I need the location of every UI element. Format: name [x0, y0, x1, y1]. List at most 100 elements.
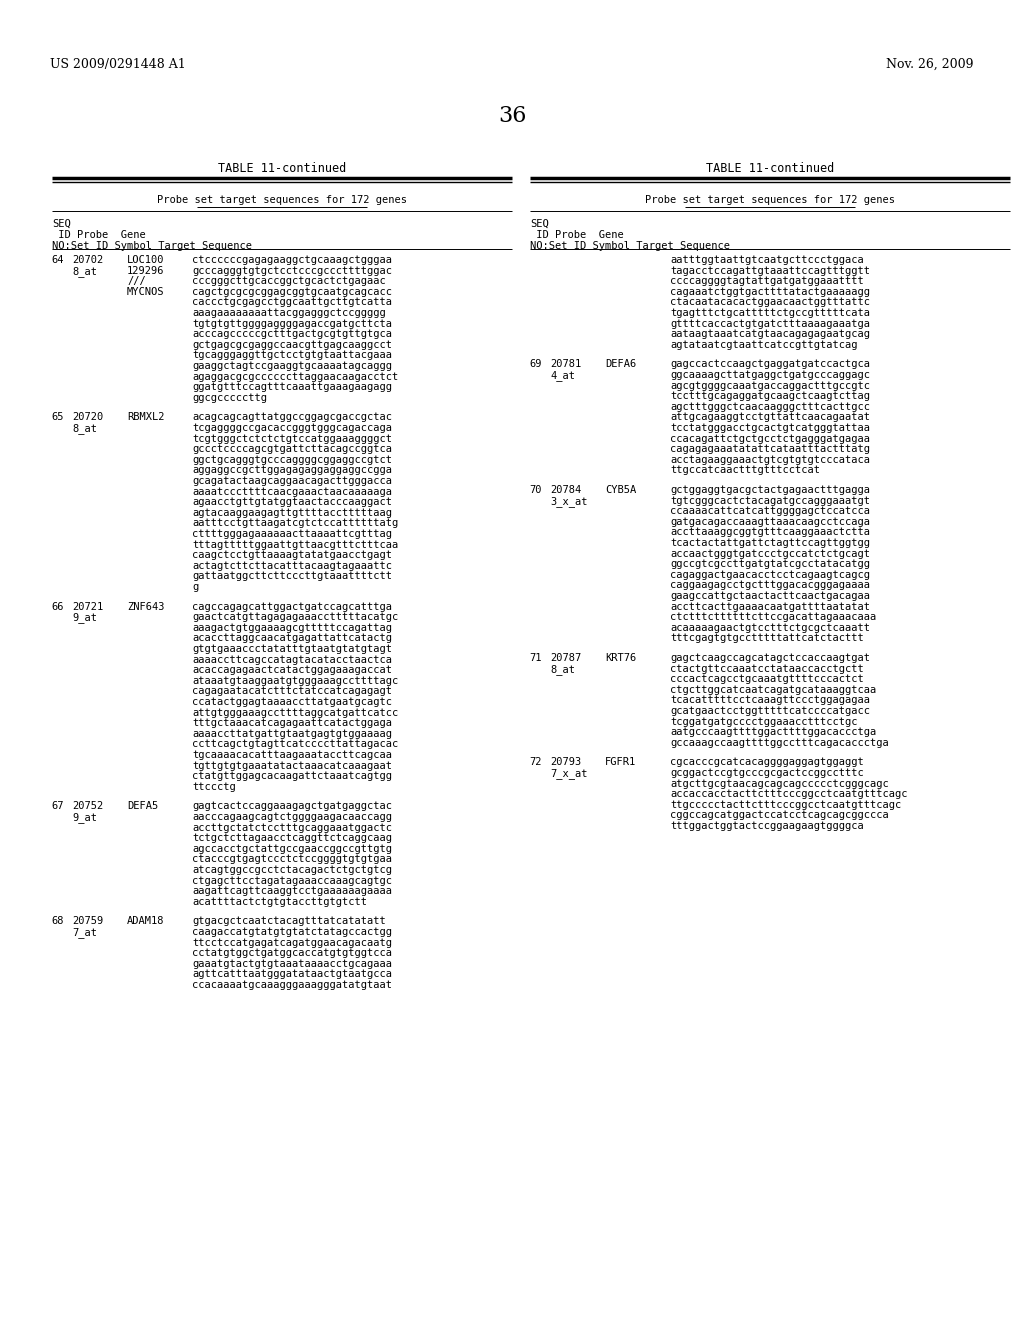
Text: cagagagaaatatattcataatttactttatg: cagagagaaatatattcataatttactttatg — [670, 445, 870, 454]
Text: aatttcctgttaagatcgtctccattttttatg: aatttcctgttaagatcgtctccattttttatg — [193, 519, 398, 528]
Text: cccgggcttgcaccggctgcactctgagaac: cccgggcttgcaccggctgcactctgagaac — [193, 276, 386, 286]
Text: accttgctatctcctttgcaggaaatggactc: accttgctatctcctttgcaggaaatggactc — [193, 822, 392, 833]
Text: gaaatgtactgtgtaaataaaacctgcagaaa: gaaatgtactgtgtaaataaaacctgcagaaa — [193, 958, 392, 969]
Text: actagtcttcttacatttacaagtagaaattc: actagtcttcttacatttacaagtagaaattc — [193, 561, 392, 570]
Text: 71: 71 — [529, 653, 542, 663]
Text: ccacagattctgctgcctctgagggatgagaa: ccacagattctgctgcctctgagggatgagaa — [670, 433, 870, 444]
Text: TABLE 11-continued: TABLE 11-continued — [706, 162, 835, 176]
Text: US 2009/0291448 A1: US 2009/0291448 A1 — [50, 58, 185, 71]
Text: tcactactattgattctagttccagttggtgg: tcactactattgattctagttccagttggtgg — [670, 539, 870, 548]
Text: agctttgggctcaacaagggctttcacttgcc: agctttgggctcaacaagggctttcacttgcc — [670, 401, 870, 412]
Text: agccacctgctattgccgaaccggccgttgtg: agccacctgctattgccgaaccggccgttgtg — [193, 843, 392, 854]
Text: NO:Set ID Symbol Target Sequence: NO:Set ID Symbol Target Sequence — [530, 242, 730, 251]
Text: ttccctg: ttccctg — [193, 781, 236, 792]
Text: caggaagagcctgctttggacacgggagaaaa: caggaagagcctgctttggacacgggagaaaa — [670, 581, 870, 590]
Text: gattaatggcttcttcccttgtaaattttctt: gattaatggcttcttcccttgtaaattttctt — [193, 572, 392, 581]
Text: aaaatcccttttcaacgaaactaacaaaaaga: aaaatcccttttcaacgaaactaacaaaaaga — [193, 487, 392, 496]
Text: cagagaatacatctttctatccatcagagagt: cagagaatacatctttctatccatcagagagt — [193, 686, 392, 697]
Text: 20787: 20787 — [550, 653, 582, 663]
Text: 4_at: 4_at — [550, 370, 575, 381]
Text: LOC100: LOC100 — [127, 255, 165, 265]
Text: ctacaatacacactggaacaactggtttattc: ctacaatacacactggaacaactggtttattc — [670, 297, 870, 308]
Text: 67: 67 — [51, 801, 63, 812]
Text: cagctgcgcgcggagcggtgcaatgcagcacc: cagctgcgcgcggagcggtgcaatgcagcacc — [193, 286, 392, 297]
Text: g: g — [193, 582, 199, 591]
Text: SEQ: SEQ — [530, 219, 549, 228]
Text: ggcaaaagcttatgaggctgatgcccaggagc: ggcaaaagcttatgaggctgatgcccaggagc — [670, 370, 870, 380]
Text: tttggactggtactccggaagaagtggggca: tttggactggtactccggaagaagtggggca — [670, 821, 864, 832]
Text: tcacatttttcctcaaagttccctggagagaa: tcacatttttcctcaaagttccctggagagaa — [670, 696, 870, 705]
Text: acccagcccccgctttgactgcgtgttgtgca: acccagcccccgctttgactgcgtgttgtgca — [193, 329, 392, 339]
Text: gcatgaactcctggtttttcatccccatgacc: gcatgaactcctggtttttcatccccatgacc — [670, 706, 870, 715]
Text: acagcagcagttatggccggagcgaccgctac: acagcagcagttatggccggagcgaccgctac — [193, 412, 392, 422]
Text: TABLE 11-continued: TABLE 11-continued — [218, 162, 346, 176]
Text: aagattcagttcaaggtcctgaaaaaagaaaa: aagattcagttcaaggtcctgaaaaaagaaaa — [193, 886, 392, 896]
Text: ccacaaaatgcaaagggaaagggatatgtaat: ccacaaaatgcaaagggaaagggatatgtaat — [193, 979, 392, 990]
Text: 36: 36 — [498, 106, 526, 127]
Text: agaggacgcgccccccttaggaacaagacctct: agaggacgcgccccccttaggaacaagacctct — [193, 372, 398, 381]
Text: ctctttcttttttcttccgacattagaaacaaa: ctctttcttttttcttccgacattagaaacaaa — [670, 612, 877, 622]
Text: ccttcagctgtagttcatccccttattagacac: ccttcagctgtagttcatccccttattagacac — [193, 739, 398, 750]
Text: aataagtaaatcatgtaacagagagaatgcag: aataagtaaatcatgtaacagagagaatgcag — [670, 329, 870, 339]
Text: 20720: 20720 — [72, 412, 103, 422]
Text: ccccaggggtagtattgatgatggaaatttt: ccccaggggtagtattgatgatggaaatttt — [670, 276, 864, 286]
Text: gcagatactaagcaggaacagacttgggacca: gcagatactaagcaggaacagacttgggacca — [193, 477, 392, 486]
Text: 20784: 20784 — [550, 484, 582, 495]
Text: ccaaaacattcatcattggggagctccatcca: ccaaaacattcatcattggggagctccatcca — [670, 506, 870, 516]
Text: attgcagaaggtcctgttattcaacagaatat: attgcagaaggtcctgttattcaacagaatat — [670, 412, 870, 422]
Text: ttgccccctacttctttcccggcctcaatgtttcagc: ttgccccctacttctttcccggcctcaatgtttcagc — [670, 800, 901, 809]
Text: Probe set target sequences for 172 genes: Probe set target sequences for 172 genes — [645, 195, 895, 205]
Text: 9_at: 9_at — [72, 812, 97, 822]
Text: tgttgtgtgaaatatactaaacatcaaagaat: tgttgtgtgaaatatactaaacatcaaagaat — [193, 760, 392, 771]
Text: gatgacagaccaaagttaaacaagcctccaga: gatgacagaccaaagttaaacaagcctccaga — [670, 517, 870, 527]
Text: acctagaaggaaactgtcgtgtgtcccataca: acctagaaggaaactgtcgtgtgtcccataca — [670, 455, 870, 465]
Text: ctatgttggagcacaagattctaaatcagtgg: ctatgttggagcacaagattctaaatcagtgg — [193, 771, 392, 781]
Text: gagccactccaagctgaggatgatccactgca: gagccactccaagctgaggatgatccactgca — [670, 359, 870, 370]
Text: agaacctgttgtatggtaactacccaaggact: agaacctgttgtatggtaactacccaaggact — [193, 498, 392, 507]
Text: 20702: 20702 — [72, 255, 103, 265]
Text: 129296: 129296 — [127, 265, 165, 276]
Text: 20752: 20752 — [72, 801, 103, 812]
Text: caagctcctgttaaaagtatatgaacctgagt: caagctcctgttaaaagtatatgaacctgagt — [193, 550, 392, 560]
Text: MYCNOS: MYCNOS — [127, 286, 165, 297]
Text: aacccagaagcagtctggggaagacaaccagg: aacccagaagcagtctggggaagacaaccagg — [193, 812, 392, 822]
Text: accttcacttgaaaacaatgattttaatatat: accttcacttgaaaacaatgattttaatatat — [670, 602, 870, 611]
Text: gaagccattgctaactacttcaactgacagaa: gaagccattgctaactacttcaactgacagaa — [670, 591, 870, 601]
Text: gtgtgaaaccctatatttgtaatgtatgtagt: gtgtgaaaccctatatttgtaatgtatgtagt — [193, 644, 392, 653]
Text: 7_x_at: 7_x_at — [550, 768, 588, 779]
Text: cctatgtggctgatggcaccatgtgtggtcca: cctatgtggctgatggcaccatgtgtggtcca — [193, 948, 392, 958]
Text: tgagtttctgcatttttctgccgtttttcata: tgagtttctgcatttttctgccgtttttcata — [670, 308, 870, 318]
Text: 20793: 20793 — [550, 758, 582, 767]
Text: aaaaccttatgattgtaatgagtgtggaaaag: aaaaccttatgattgtaatgagtgtggaaaag — [193, 729, 392, 739]
Text: DEFA6: DEFA6 — [605, 359, 636, 370]
Text: ctacccgtgagtccctctccggggtgtgtgaa: ctacccgtgagtccctctccggggtgtgtgaa — [193, 854, 392, 865]
Text: 20781: 20781 — [550, 359, 582, 370]
Text: tcctttgcagaggatgcaagctcaagtcttag: tcctttgcagaggatgcaagctcaagtcttag — [670, 391, 870, 401]
Text: atcagtggccgcctctacagactctgctgtcg: atcagtggccgcctctacagactctgctgtcg — [193, 865, 392, 875]
Text: KRT76: KRT76 — [605, 653, 636, 663]
Text: tcgtgggctctctctgtccatggaaaggggct: tcgtgggctctctctgtccatggaaaggggct — [193, 433, 392, 444]
Text: ID Probe  Gene: ID Probe Gene — [530, 230, 624, 240]
Text: tgtgtgttggggaggggagaccgatgcttcta: tgtgtgttggggaggggagaccgatgcttcta — [193, 318, 392, 329]
Text: ZNF643: ZNF643 — [127, 602, 165, 611]
Text: ggatgtttccagtttcaaattgaaagaagagg: ggatgtttccagtttcaaattgaaagaagagg — [193, 383, 392, 392]
Text: tttcgagtgtgcctttttattcatctacttt: tttcgagtgtgcctttttattcatctacttt — [670, 634, 864, 643]
Text: 8_at: 8_at — [72, 265, 97, 276]
Text: aggaggccgcttggagagaggaggaggccgga: aggaggccgcttggagagaggaggaggccgga — [193, 466, 392, 475]
Text: cagaggactgaacacctcctcagaagtcagcg: cagaggactgaacacctcctcagaagtcagcg — [670, 570, 870, 579]
Text: RBMXL2: RBMXL2 — [127, 412, 165, 422]
Text: cttttgggagaaaaaacttaaaattcgtttag: cttttgggagaaaaaacttaaaattcgtttag — [193, 529, 392, 539]
Text: 65: 65 — [51, 412, 63, 422]
Text: 72: 72 — [529, 758, 542, 767]
Text: acaccttaggcaacatgagattattcatactg: acaccttaggcaacatgagattattcatactg — [193, 634, 392, 643]
Text: 8_at: 8_at — [72, 422, 97, 434]
Text: gccaaagccaagttttggcctttcagacaccctga: gccaaagccaagttttggcctttcagacaccctga — [670, 738, 889, 748]
Text: 9_at: 9_at — [72, 612, 97, 623]
Text: gagtcactccaggaaagagctgatgaggctac: gagtcactccaggaaagagctgatgaggctac — [193, 801, 392, 812]
Text: cagaaatctggtgacttttatactgaaaaagg: cagaaatctggtgacttttatactgaaaaagg — [670, 286, 870, 297]
Text: ctgagcttcctagatagaaaccaaagcagtgc: ctgagcttcctagatagaaaccaaagcagtgc — [193, 875, 392, 886]
Text: NO:Set ID Symbol Target Sequence: NO:Set ID Symbol Target Sequence — [52, 242, 252, 251]
Text: tcctatgggacctgcactgtcatgggtattaa: tcctatgggacctgcactgtcatgggtattaa — [670, 422, 870, 433]
Text: CYB5A: CYB5A — [605, 484, 636, 495]
Text: 20759: 20759 — [72, 916, 103, 927]
